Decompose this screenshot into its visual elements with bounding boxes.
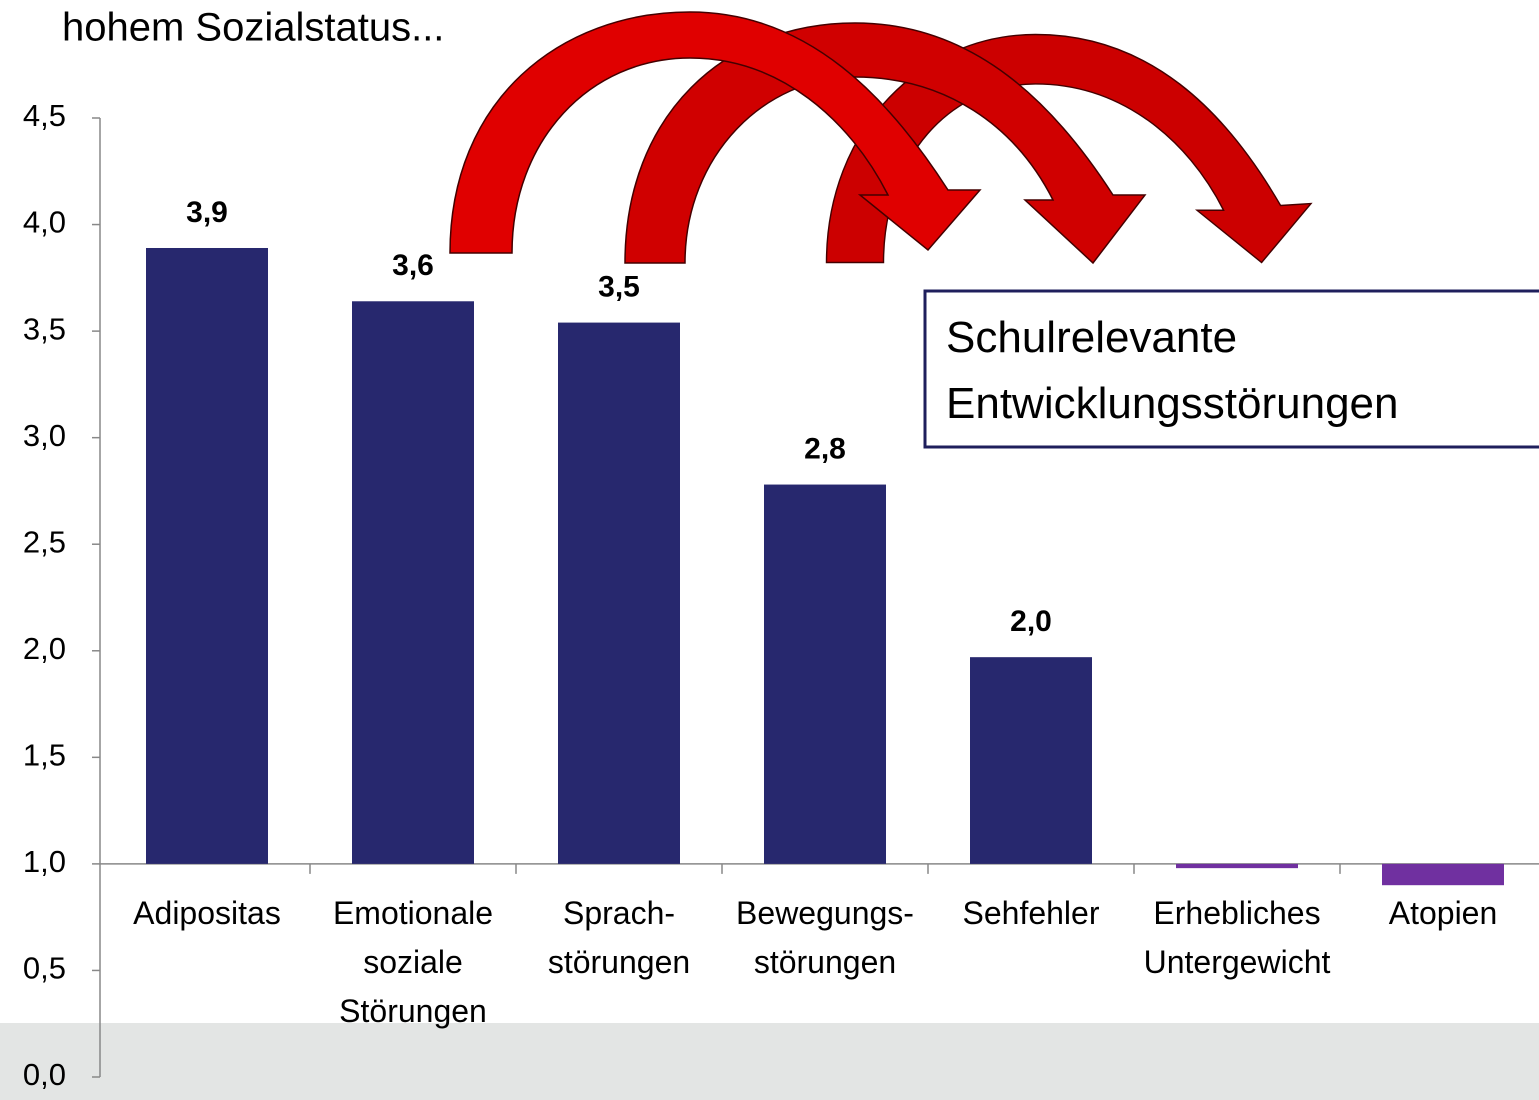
x-tick-label-line: Untergewicht	[1144, 944, 1331, 980]
bar	[146, 247, 268, 864]
y-tick-label: 4,0	[23, 205, 66, 240]
y-tick-label: 0,5	[23, 951, 66, 986]
x-tick-label-line: Sehfehler	[963, 895, 1100, 931]
chart-title: hohem Sozialstatus...	[62, 6, 444, 50]
footer-band	[0, 1023, 1539, 1100]
value-label: 3,6	[392, 249, 434, 282]
x-tick-label: Sehfehler	[963, 895, 1100, 931]
x-tick-label-line: Störungen	[339, 993, 487, 1029]
x-tick-label: Erhebliches Untergewicht	[1144, 895, 1331, 980]
x-tick-label-line: Erhebliches	[1153, 895, 1320, 931]
annotation-line: Entwicklungsstörungen	[946, 379, 1398, 428]
y-tick-label: 3,5	[23, 311, 66, 346]
y-tick-label: 3,0	[23, 418, 66, 453]
x-tick-label: Adipositas	[133, 895, 281, 931]
x-tick-label-line: Adipositas	[133, 895, 281, 931]
arrow	[449, 11, 982, 254]
x-tick-label-line: störungen	[754, 944, 896, 980]
arrows	[449, 11, 1313, 265]
y-tick-label: 1,0	[23, 844, 66, 879]
x-tick-label-line: Bewegungs-	[736, 895, 914, 931]
x-tick-label: Atopien	[1389, 895, 1498, 931]
value-label: 3,9	[186, 196, 228, 229]
x-tick-label-line: Atopien	[1389, 895, 1498, 931]
value-label: 3,5	[598, 271, 640, 304]
value-label: 2,8	[804, 432, 846, 465]
x-tick-label-line: Sprach-	[563, 895, 675, 931]
bar	[352, 301, 474, 864]
x-tick-label: Emotionale soziale Störungen	[333, 895, 493, 1029]
y-tick-label: 1,5	[23, 738, 66, 773]
y-tick-label: 2,0	[23, 631, 66, 666]
x-tick-label-line: Emotionale	[333, 895, 493, 931]
bar	[1176, 863, 1298, 869]
x-tick-label-line: störungen	[548, 944, 690, 980]
y-tick-label: 2,5	[23, 524, 66, 559]
bar	[1382, 863, 1504, 886]
x-tick-label: Sprach-störungen	[548, 895, 690, 980]
value-label: 2,0	[1010, 605, 1052, 638]
x-tick-label-line: soziale	[363, 944, 463, 980]
annotation-line: Schulrelevante	[946, 313, 1237, 362]
bar	[764, 484, 886, 864]
x-tick-label: Bewegungs-störungen	[736, 895, 914, 980]
bar	[970, 657, 1092, 864]
annotation: Schulrelevante Entwicklungsstörungen	[946, 313, 1398, 428]
y-tick-label: 0,0	[23, 1057, 66, 1092]
bar	[558, 322, 680, 864]
y-tick-label: 4,5	[23, 98, 66, 133]
annotation-box	[923, 289, 1539, 449]
